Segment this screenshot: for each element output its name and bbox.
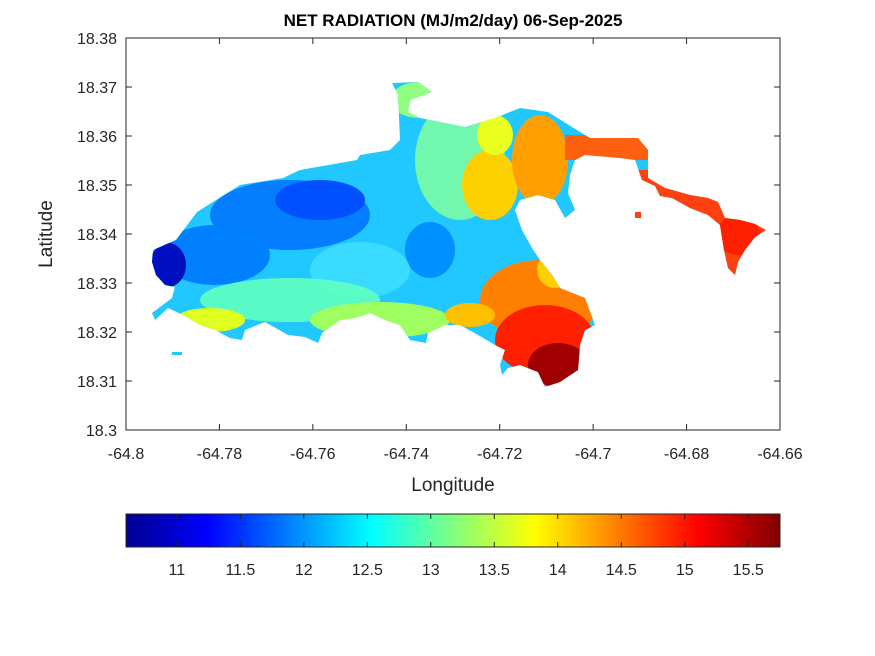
colorbar-tick-label: 11.5 xyxy=(225,562,255,579)
x-tick-label: -64.7 xyxy=(575,446,612,463)
colorbar-tick-label: 13.5 xyxy=(479,562,510,579)
contour-blob xyxy=(160,225,270,285)
x-tick-label: -64.78 xyxy=(197,446,242,463)
contour-blob xyxy=(477,115,513,155)
contour-blob xyxy=(512,115,568,205)
colorbar-tick-label: 15.5 xyxy=(733,562,764,579)
colorbar-tick-label: 12 xyxy=(295,562,313,579)
y-tick-label: 18.31 xyxy=(77,374,117,391)
contour-blob xyxy=(462,150,518,220)
y-tick-label: 18.35 xyxy=(77,178,117,195)
contour-blob xyxy=(152,243,186,287)
colorbar-tick-label: 14 xyxy=(549,562,567,579)
colorbar-tick-label: 13 xyxy=(422,562,440,579)
y-axis-tick-labels: 18.3 18.31 18.32 18.33 18.34 18.35 18.36 18.37 1… xyxy=(77,31,117,440)
x-tick-label: -64.68 xyxy=(664,446,709,463)
x-tick-label: -64.8 xyxy=(108,446,145,463)
x-tick-label: -64.72 xyxy=(477,446,522,463)
y-tick-label: 18.38 xyxy=(77,31,117,48)
colorbar xyxy=(125,513,781,548)
contour-blob xyxy=(405,222,455,278)
x-axis-tick-labels: -64.8 -64.78 -64.76 -64.74 -64.72 -64.7 -64.68… xyxy=(108,446,803,463)
colorbar-tick-label: 14.5 xyxy=(606,562,637,579)
x-tick-label: -64.66 xyxy=(757,446,802,463)
y-tick-label: 18.34 xyxy=(77,227,117,244)
colorbar-tick-labels: 11 11.5 12 12.5 13 13.5 14 14.5 15 15.5 xyxy=(168,562,763,579)
x-axis-ticks xyxy=(125,38,781,430)
colorbar-tick-label: 12.5 xyxy=(352,562,383,579)
y-tick-label: 18.36 xyxy=(77,129,117,146)
y-tick-label: 18.32 xyxy=(77,325,117,342)
plot-title: NET RADIATION (MJ/m2/day) 06-Sep-2025 xyxy=(284,11,623,30)
colorbar-ticks xyxy=(176,514,749,547)
y-axis-ticks xyxy=(126,37,780,431)
contour-blob xyxy=(445,303,495,327)
y-tick-label: 18.37 xyxy=(77,80,117,97)
y-tick-label: 18.3 xyxy=(86,423,117,440)
x-tick-label: -64.74 xyxy=(384,446,429,463)
x-tick-label: -64.76 xyxy=(290,446,335,463)
colorbar-tick-label: 15 xyxy=(676,562,694,579)
x-axis-title: Longitude xyxy=(411,475,494,496)
colorbar-tick-label: 11 xyxy=(168,562,185,579)
contour-blob xyxy=(275,180,365,220)
y-tick-label: 18.33 xyxy=(77,276,117,293)
y-axis-title: Latitude xyxy=(36,200,57,268)
